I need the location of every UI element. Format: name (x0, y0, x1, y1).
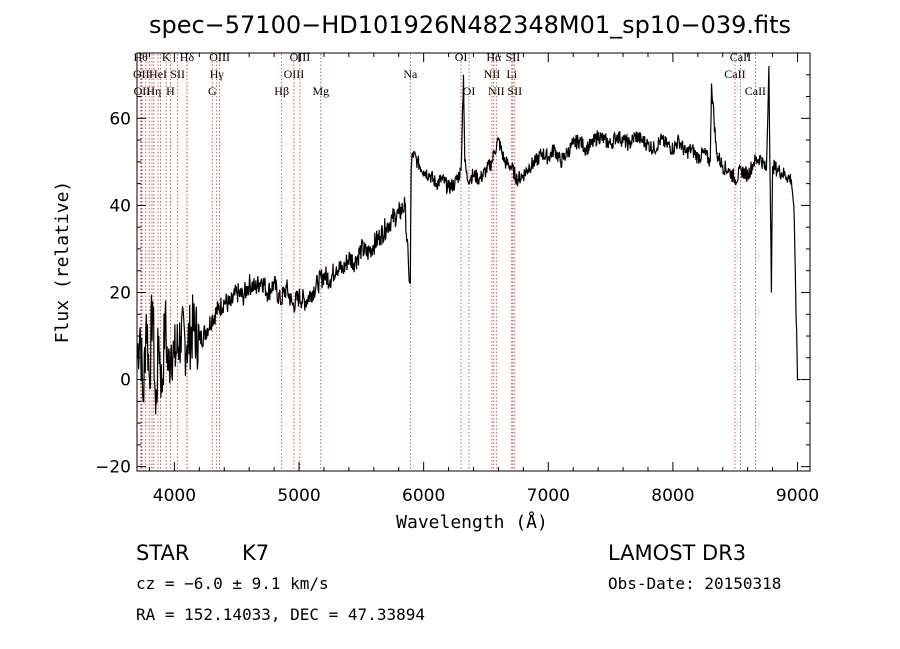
line-label: SII (507, 84, 522, 98)
line-label: K (162, 50, 171, 64)
line-label: OIII (209, 50, 230, 64)
line-label: CaII (724, 67, 745, 81)
emission-line-markers (140, 54, 756, 470)
line-label: OI (455, 50, 468, 64)
line-label: Hθ (134, 50, 149, 64)
line-label: OIII (290, 50, 311, 64)
line-label: OII (134, 84, 151, 98)
emission-line-labels: HθOIIOIIHηHeIKHSIIHδGHγOIIIHβOIIIOIIIMgN… (133, 50, 766, 98)
x-tick-label: 6000 (402, 486, 445, 506)
x-axis-ticks: 4000 5000 6000 7000 8000 9000 (148, 53, 819, 506)
sky-coordinates: RA = 152.14033, DEC = 47.33894 (136, 605, 425, 624)
line-label: Hδ (180, 50, 195, 64)
line-label: SII (170, 67, 185, 81)
line-label: OI (463, 84, 476, 98)
chart-title: spec−57100−HD101926N482348M01_sp10−039.f… (149, 11, 791, 39)
line-label: Mg (312, 84, 329, 98)
spectral-subclass: K7 (242, 541, 270, 565)
line-label: OII (133, 67, 150, 81)
x-axis-label: Wavelength (Å) (396, 511, 548, 533)
line-label: Hβ (274, 84, 289, 98)
y-tick-label: 40 (109, 196, 131, 216)
plot-frame (136, 52, 811, 472)
line-label: Hη (146, 84, 161, 98)
x-tick-label: 9000 (776, 486, 819, 506)
observation-date: Obs-Date: 20150318 (608, 574, 782, 593)
line-label: HeI (149, 67, 167, 81)
line-label: Li (506, 67, 517, 81)
object-type: STAR (136, 541, 190, 565)
y-tick-label: 60 (109, 109, 131, 129)
survey-name: LAMOST DR3 (608, 541, 747, 565)
line-label: Hα (486, 50, 502, 64)
line-label: NII (484, 67, 501, 81)
line-label: H (166, 84, 175, 98)
y-axis-label: Flux (relative) (52, 181, 73, 344)
x-tick-label: 8000 (651, 486, 694, 506)
x-tick-label: 5000 (277, 486, 320, 506)
y-tick-label: 20 (109, 283, 131, 303)
line-label: Hγ (210, 67, 225, 81)
y-axis-ticks: −20 0 20 40 60 (95, 74, 810, 478)
y-tick-label: −20 (95, 458, 131, 478)
line-label: NII (488, 84, 505, 98)
y-tick-label: 0 (120, 371, 131, 391)
x-tick-label: 7000 (527, 486, 570, 506)
line-label: SII (506, 50, 521, 64)
x-tick-label: 4000 (153, 486, 196, 506)
line-label: OIII (284, 67, 305, 81)
flux-series-line (136, 66, 801, 415)
line-label: G (208, 84, 217, 98)
line-label: CaII (745, 84, 766, 98)
redshift-velocity: cz = −6.0 ± 9.1 km/s (136, 574, 329, 593)
line-label: Na (403, 67, 418, 81)
